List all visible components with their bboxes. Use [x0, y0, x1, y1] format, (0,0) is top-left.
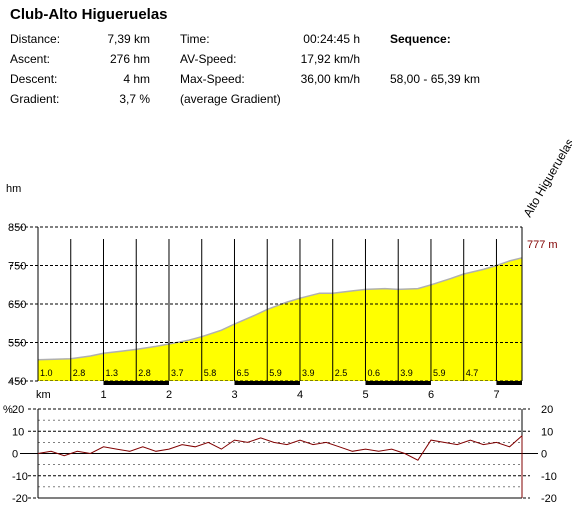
gradient-tick-label-right: 10	[541, 426, 553, 438]
segment-gradient-label: 4.7	[466, 368, 479, 378]
elevation-line	[37, 257, 523, 361]
segment-gradient-label: 3.7	[171, 368, 184, 378]
maxspeed-label: Max-Speed:	[180, 72, 245, 86]
avg-gradient-note: (average Gradient)	[180, 92, 281, 106]
gradient-axis-label: %	[3, 404, 13, 416]
distance-value: 7,39 km	[107, 32, 150, 46]
distance-tick-label: 4	[297, 389, 303, 401]
time-label: Time:	[180, 32, 210, 46]
km-bar-segment	[234, 381, 300, 385]
km-bar-segment	[496, 381, 522, 385]
distance-tick-label: 6	[428, 389, 434, 401]
gradient-tick-label-left: -20	[12, 493, 28, 505]
gradient-tick-label-left: 10	[12, 426, 24, 438]
elevation-tick-label: 650	[8, 299, 26, 311]
segment-gradient-label: 1.0	[40, 368, 53, 378]
distance-tick-label: 2	[166, 389, 172, 401]
elevation-tick-label: 450	[8, 376, 26, 388]
segment-gradient-label: 5.9	[433, 368, 446, 378]
avspeed-value: 17,92 km/h	[300, 52, 360, 66]
time-value: 00:24:45 h	[303, 32, 360, 46]
segment-gradient-label: 6.5	[236, 368, 249, 378]
elevation-tick-label: 550	[8, 338, 26, 350]
segment-gradient-label: 0.6	[367, 368, 380, 378]
sequence-label: Sequence:	[390, 32, 451, 46]
gradient-tick-label-right: 0	[541, 449, 547, 461]
gradient-tick-label-left: 0	[12, 449, 18, 461]
elevation-area	[38, 257, 522, 381]
segment-gradient-label: 2.8	[138, 368, 151, 378]
segment-gradient-label: 5.8	[204, 368, 217, 378]
avspeed-label: AV-Speed:	[180, 52, 237, 66]
km-bar-segment	[103, 381, 169, 385]
maxspeed-value: 36,00 km/h	[300, 72, 360, 86]
gradient-tick-label-left: -10	[12, 471, 28, 483]
segment-gradient-label: 2.5	[335, 368, 348, 378]
gradient-label: Gradient:	[10, 92, 60, 106]
distance-tick-label: 3	[231, 389, 237, 401]
distance-tick-label: 5	[362, 389, 368, 401]
ascent-value: 276 hm	[109, 52, 150, 66]
end-elevation-label: 777 m	[527, 239, 558, 251]
segment-gradient-label: 2.8	[73, 368, 86, 378]
distance-tick-label: 1	[100, 389, 106, 401]
distance-tick-label: 7	[493, 389, 499, 401]
descent-value: 4 hm	[123, 72, 150, 86]
ascent-label: Ascent:	[10, 52, 51, 66]
descent-label: Descent:	[10, 72, 58, 86]
gradient-line	[37, 435, 523, 461]
gradient-tick-label-right: -20	[541, 493, 557, 505]
distance-label: Distance:	[10, 32, 61, 46]
sequence-value: 58,00 - 65,39 km	[390, 72, 481, 86]
distance-axis-label: km	[36, 389, 51, 401]
summit-label: Alto Higueruelas	[520, 136, 572, 219]
segment-gradient-label: 3.9	[400, 368, 413, 378]
gradient-tick-label-right: -10	[541, 471, 557, 483]
page-title: Club-Alto Higueruelas	[10, 6, 168, 23]
gradient-tick-label-right: 20	[541, 404, 553, 416]
gradient-tick-label-left: 20	[12, 404, 24, 416]
gradient-value: 3,7 %	[119, 92, 150, 106]
elevation-tick-label: 850	[8, 222, 26, 234]
segment-gradient-label: 1.3	[105, 368, 118, 378]
segment-gradient-label: 5.9	[269, 368, 282, 378]
elevation-axis-label: hm	[6, 183, 21, 195]
segment-gradient-label: 3.9	[302, 368, 315, 378]
km-bar-segment	[365, 381, 431, 385]
elevation-tick-label: 750	[8, 261, 26, 273]
